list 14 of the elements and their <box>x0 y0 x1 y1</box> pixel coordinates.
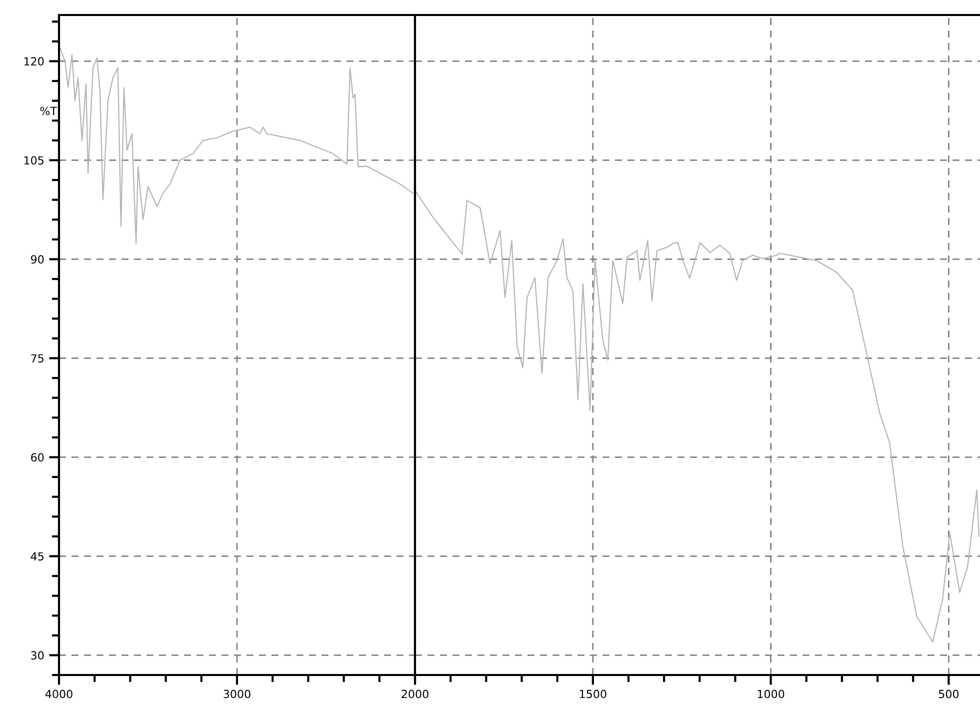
y-tick-label: 105 <box>24 156 44 165</box>
x-tick-label: 2000 <box>402 690 428 698</box>
y-tick-label: 60 <box>31 453 44 462</box>
y-tick-label: 75 <box>31 354 44 363</box>
x-tick-label: 500 <box>938 690 959 698</box>
y-tick-label: 30 <box>31 651 44 660</box>
y-tick-label: 45 <box>30 552 44 561</box>
y-tick-label: 120 <box>24 57 44 66</box>
y-tick-label: 90 <box>30 255 44 264</box>
y-axis-title: %T <box>40 106 58 116</box>
x-tick-label: 4000 <box>45 690 72 698</box>
x-tick-label: 1500 <box>580 690 606 698</box>
x-tick-label: 1000 <box>758 690 784 698</box>
x-tick-label: 3000 <box>224 690 250 698</box>
